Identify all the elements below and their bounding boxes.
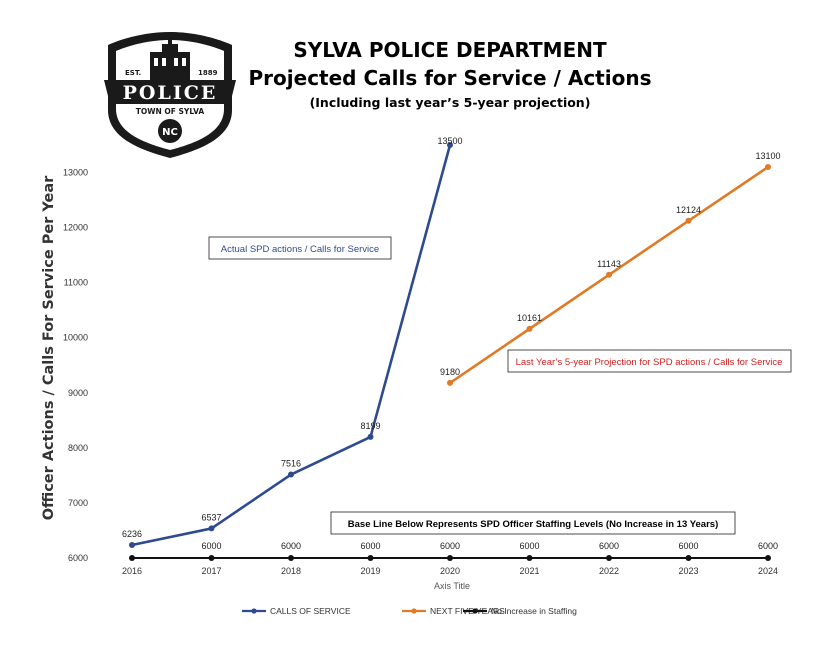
series-layer — [129, 142, 771, 561]
x-tick-label: 2017 — [201, 566, 221, 576]
data-label-staffing: 6000 — [519, 541, 539, 551]
y-axis-label: Officer Actions / Calls For Service Per … — [41, 175, 57, 520]
y-tick-label: 6000 — [68, 553, 88, 563]
y-tick-label: 12000 — [63, 223, 88, 233]
data-point-calls — [129, 542, 135, 549]
police-badge-logo: EST. 1889 POLICE TOWN OF SYLVA NC — [104, 32, 236, 158]
y-tick-label: 10000 — [63, 333, 88, 343]
data-point-staffing — [129, 555, 135, 561]
data-point-staffing — [526, 555, 533, 561]
data-label-calls: 8199 — [360, 421, 380, 431]
data-label-staffing: 6000 — [360, 541, 380, 551]
data-point-calls — [208, 525, 215, 532]
x-tick-label: 2018 — [281, 566, 301, 576]
projection-annotation: Last Year’s 5-year Projection for SPD ac… — [507, 349, 792, 373]
data-point-staffing — [606, 555, 612, 561]
baseline-annotation-text: Base Line Below Represents SPD Officer S… — [348, 519, 718, 530]
legend-marker-calls — [251, 608, 257, 614]
data-label-projection: 9180 — [440, 367, 460, 377]
data-labels-layer: 6000 6000 6000 6000 6000 6000 6000 6000 9180 1016… — [122, 136, 781, 551]
data-point-staffing — [288, 555, 294, 561]
data-label-projection: 11143 — [597, 259, 621, 269]
legend-marker-staffing — [472, 608, 478, 614]
data-point-projection — [606, 271, 612, 278]
chart-title: SYLVA POLICE DEPARTMENT — [293, 38, 607, 62]
baseline-annotation: Base Line Below Represents SPD Officer S… — [330, 511, 736, 535]
y-tick-label: 11000 — [64, 278, 88, 288]
data-label-staffing: 6000 — [201, 541, 221, 551]
calls-annotation-text: Actual SPD actions / Calls for Service — [221, 244, 379, 255]
y-tick-label: 13000 — [63, 168, 88, 178]
series-line-calls — [131, 144, 452, 547]
data-label-staffing: 6000 — [599, 541, 619, 551]
x-tick-label: 2019 — [360, 566, 380, 576]
legend-label-calls: CALLS OF SERVICE — [270, 606, 351, 616]
calls-annotation: Actual SPD actions / Calls for Service — [208, 236, 392, 260]
legend-marker-projection — [411, 608, 417, 614]
data-point-projection — [685, 217, 692, 224]
data-label-calls: 13500 — [437, 136, 462, 146]
y-tick-label: 7000 — [68, 498, 88, 508]
legend-label-staffing: No Increase in Staffing — [491, 606, 577, 616]
data-label-staffing: 6000 — [281, 541, 301, 551]
x-tick-label: 2023 — [678, 566, 698, 576]
y-tick-label: 9000 — [68, 388, 88, 398]
projection-annotation-text: Last Year’s 5-year Projection for SPD ac… — [516, 357, 783, 368]
data-label-projection: 13100 — [755, 151, 780, 161]
data-point-calls — [447, 142, 453, 148]
data-label-projection: 10161 — [517, 313, 542, 323]
data-label-calls: 7516 — [281, 459, 301, 469]
data-point-staffing — [367, 555, 374, 561]
y-tick-label: 8000 — [68, 443, 88, 453]
y-axis-ticks: 6000 7000 8000 9000 10000 11000 12000 13000 — [63, 168, 88, 563]
data-label-projection: 12124 — [676, 205, 701, 215]
data-label-staffing: 6000 — [678, 541, 698, 551]
badge-state-text: NC — [162, 127, 178, 138]
data-point-projection — [526, 325, 533, 332]
data-point-staffing — [208, 555, 215, 561]
x-axis-title: Axis Title — [434, 581, 470, 591]
chart-subtitle: Projected Calls for Service / Actions — [249, 66, 652, 90]
chart-subtitle-note: (Including last year’s 5-year projection… — [310, 95, 591, 110]
x-tick-label: 2021 — [519, 566, 539, 576]
x-tick-label: 2022 — [599, 566, 619, 576]
x-tick-label: 2024 — [758, 566, 778, 576]
x-axis-ticks: 2016 2017 2018 2019 2020 2021 2022 2023 2024 — [122, 566, 778, 576]
data-point-calls — [367, 433, 374, 440]
data-point-staffing — [447, 555, 453, 561]
data-point-calls — [288, 471, 294, 478]
data-label-staffing: 6000 — [440, 541, 460, 551]
data-label-calls: 6537 — [201, 512, 221, 522]
data-point-projection — [447, 379, 453, 386]
data-point-staffing — [765, 555, 771, 561]
badge-est-text: EST. — [125, 69, 141, 77]
data-label-calls: 6236 — [122, 529, 142, 539]
data-label-staffing: 6000 — [758, 541, 778, 551]
badge-year-text: 1889 — [198, 69, 218, 77]
x-tick-label: 2020 — [440, 566, 460, 576]
data-point-staffing — [685, 555, 692, 561]
badge-police-text: POLICE — [123, 82, 218, 104]
data-point-projection — [765, 164, 771, 171]
x-tick-label: 2016 — [122, 566, 142, 576]
badge-town-text: TOWN OF SYLVA — [136, 107, 205, 116]
